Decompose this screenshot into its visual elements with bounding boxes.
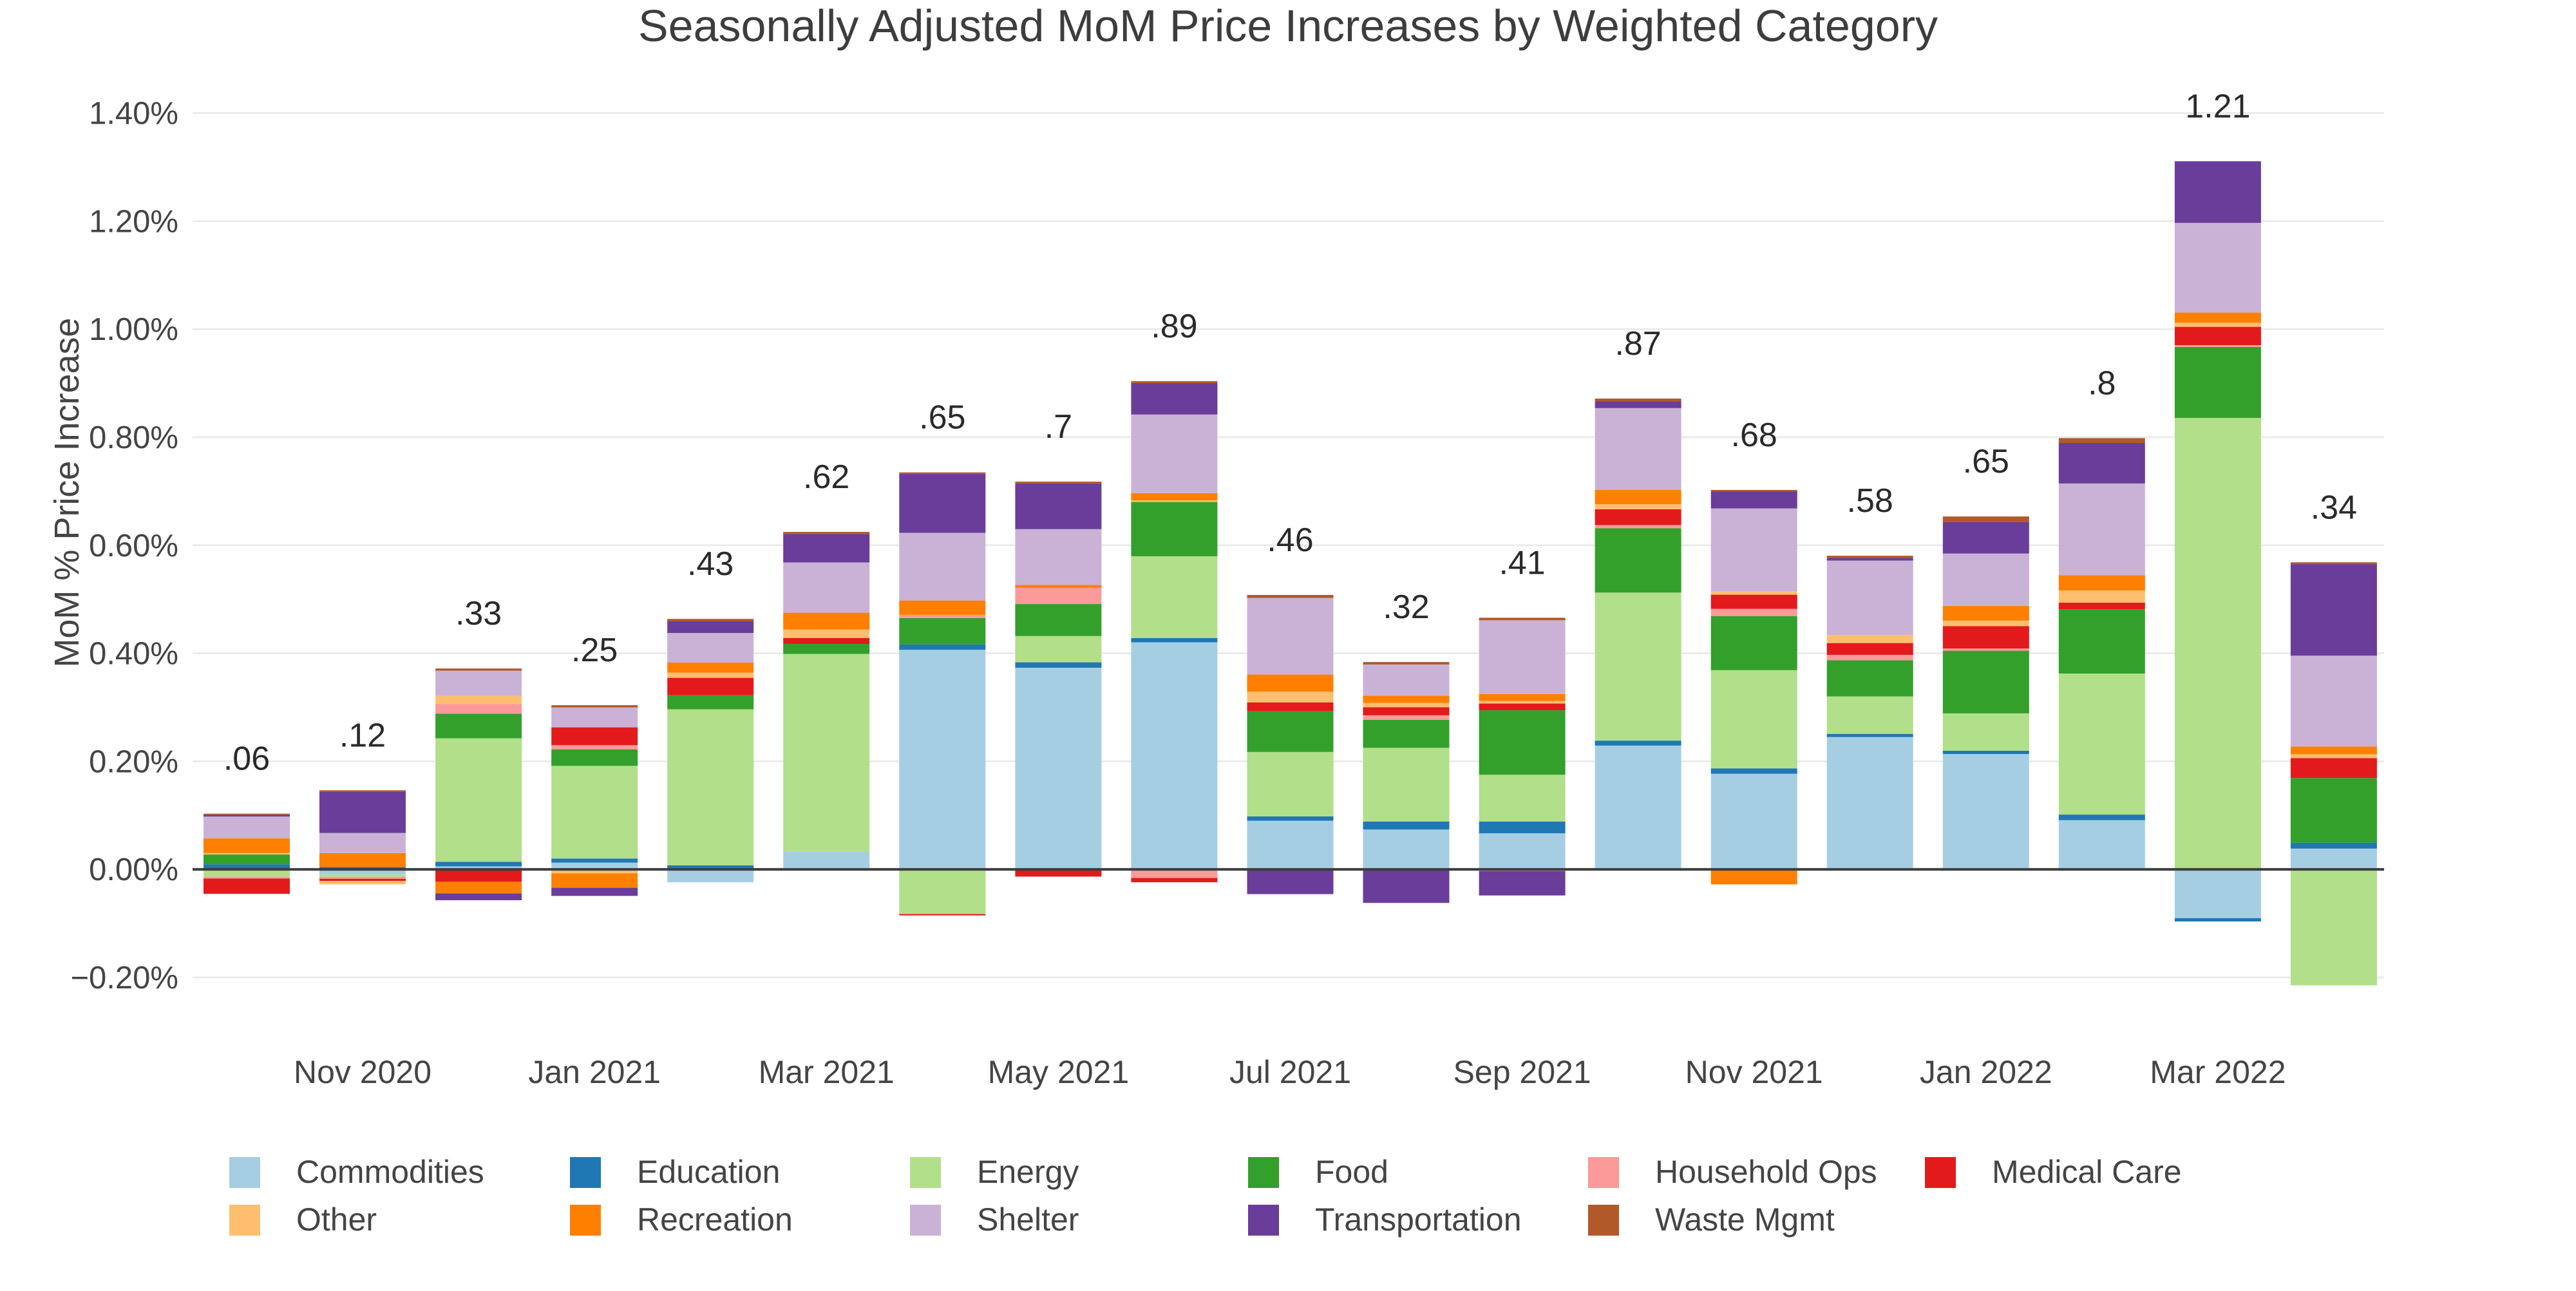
- svg-text:Jul 2021: Jul 2021: [1229, 1054, 1351, 1090]
- svg-text:0.20%: 0.20%: [89, 744, 178, 779]
- svg-text:Other: Other: [296, 1201, 377, 1238]
- svg-text:.87: .87: [1615, 325, 1661, 363]
- svg-text:.65: .65: [919, 399, 965, 437]
- svg-text:.62: .62: [803, 458, 849, 496]
- svg-text:.7: .7: [1045, 408, 1072, 446]
- svg-text:Recreation: Recreation: [637, 1201, 793, 1238]
- svg-text:.8: .8: [2088, 364, 2116, 402]
- svg-text:Commodities: Commodities: [296, 1154, 484, 1190]
- svg-text:May 2021: May 2021: [988, 1054, 1130, 1090]
- svg-text:Seasonally Adjusted MoM Price: Seasonally Adjusted MoM Price Increases …: [638, 1, 1938, 51]
- svg-text:.58: .58: [1847, 482, 1893, 520]
- svg-text:.43: .43: [687, 545, 734, 583]
- svg-text:Nov 2021: Nov 2021: [1685, 1054, 1823, 1090]
- svg-text:.32: .32: [1383, 589, 1429, 626]
- svg-text:Transportation: Transportation: [1315, 1201, 1522, 1238]
- svg-text:1.40%: 1.40%: [89, 97, 178, 131]
- svg-text:−0.20%: −0.20%: [70, 961, 178, 995]
- svg-text:.12: .12: [339, 717, 386, 754]
- svg-text:Mar 2021: Mar 2021: [759, 1054, 895, 1090]
- svg-text:0.80%: 0.80%: [89, 420, 178, 455]
- svg-text:Energy: Energy: [977, 1154, 1079, 1190]
- svg-text:Food: Food: [1315, 1154, 1388, 1190]
- svg-text:.06: .06: [223, 740, 270, 778]
- svg-text:.33: .33: [455, 595, 502, 632]
- svg-text:Mar 2022: Mar 2022: [2150, 1054, 2286, 1090]
- svg-text:1.20%: 1.20%: [89, 204, 178, 239]
- svg-text:0.60%: 0.60%: [89, 529, 178, 563]
- svg-text:1.21: 1.21: [2185, 88, 2250, 125]
- svg-text:Household Ops: Household Ops: [1655, 1154, 1877, 1190]
- svg-text:.65: .65: [1963, 443, 2009, 480]
- svg-text:Sep 2021: Sep 2021: [1454, 1054, 1591, 1090]
- svg-text:Education: Education: [637, 1154, 780, 1190]
- svg-text:Jan 2022: Jan 2022: [1920, 1054, 2052, 1090]
- svg-text:Shelter: Shelter: [977, 1201, 1079, 1238]
- svg-text:.89: .89: [1151, 308, 1197, 345]
- svg-text:Waste Mgmt: Waste Mgmt: [1655, 1201, 1835, 1238]
- svg-text:.25: .25: [571, 632, 618, 669]
- svg-text:0.00%: 0.00%: [89, 853, 178, 887]
- svg-text:.68: .68: [1731, 417, 1777, 454]
- svg-text:.34: .34: [2311, 489, 2357, 526]
- svg-text:.46: .46: [1267, 522, 1313, 559]
- svg-text:Medical Care: Medical Care: [1992, 1154, 2182, 1190]
- svg-text:Nov 2020: Nov 2020: [294, 1054, 431, 1090]
- svg-text:Jan 2021: Jan 2021: [528, 1054, 661, 1090]
- svg-text:1.00%: 1.00%: [89, 312, 178, 347]
- svg-text:0.40%: 0.40%: [89, 637, 178, 672]
- svg-text:.41: .41: [1499, 544, 1545, 581]
- svg-text:MoM % Price Increase: MoM % Price Increase: [48, 317, 86, 667]
